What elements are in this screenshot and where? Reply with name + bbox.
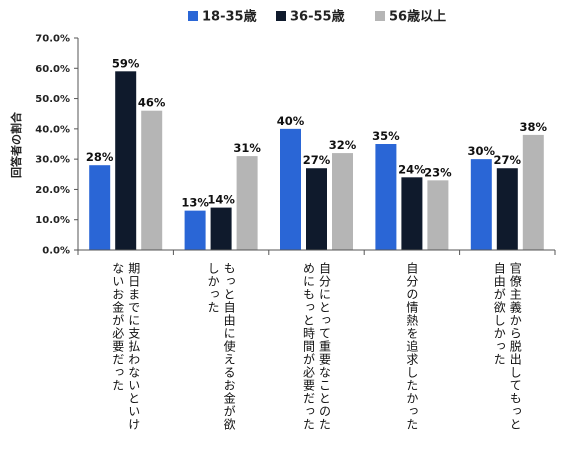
legend: 18-35歳 36-55歳 56歳以上 <box>188 9 446 25</box>
y-tick-label: 50.0% <box>35 94 70 105</box>
data-label: 46% <box>138 96 166 110</box>
bar <box>115 71 137 250</box>
bar <box>427 180 449 250</box>
bar <box>89 165 111 250</box>
data-label: 27% <box>494 153 522 167</box>
legend-swatch <box>276 11 286 21</box>
data-label: 13% <box>181 196 209 210</box>
bar <box>210 207 232 250</box>
data-label: 40% <box>277 114 305 128</box>
category-label: ないお金が必要だった <box>111 262 125 392</box>
data-labels: 28%59%46%13%14%31%40%27%32%35%24%23%30%2… <box>86 56 548 209</box>
data-label: 38% <box>520 120 548 134</box>
y-tick-label: 20.0% <box>35 185 70 196</box>
data-label: 35% <box>372 129 400 143</box>
data-label: 23% <box>424 165 452 179</box>
category-label: 自由が欲しかった <box>492 262 506 366</box>
category-label: 官僚主義から脱出してもっと <box>508 261 522 431</box>
y-tick-label: 70.0% <box>35 34 70 45</box>
category-label: めにもっと時間が必要だった <box>302 262 316 431</box>
bar <box>306 168 327 250</box>
category-label: 期日までに支払わないといけ <box>127 262 141 431</box>
category-label: しかった <box>206 262 220 314</box>
y-axis-label: 回答者の割合 <box>9 111 23 178</box>
legend-label: 36-55歳 <box>290 9 345 25</box>
data-label: 24% <box>398 162 426 176</box>
y-tick-label: 40.0% <box>35 124 70 135</box>
x-axis <box>77 249 556 255</box>
category-label: もっと自由に使えるお金が欲 <box>222 262 236 431</box>
legend-label: 56歳以上 <box>389 9 446 25</box>
legend-swatch <box>375 11 385 21</box>
data-label: 32% <box>329 138 357 152</box>
data-label: 59% <box>112 56 140 70</box>
data-label: 30% <box>468 144 496 158</box>
bar <box>401 177 423 250</box>
bar <box>184 210 206 250</box>
category-label: 自分にとって重要なことのた <box>318 262 332 431</box>
data-label: 27% <box>303 153 331 167</box>
bar <box>522 134 544 250</box>
y-tick-label: 10.0% <box>35 215 70 226</box>
bar <box>332 153 353 250</box>
bar <box>280 128 301 250</box>
bar <box>141 110 163 250</box>
y-axis: 0.0% 10.0% 20.0% 30.0% 40.0% 50.0% 60.0% 70.0% <box>35 34 79 257</box>
bar <box>375 144 397 250</box>
legend-label: 18-35歳 <box>202 9 257 25</box>
y-tick-label: 0.0% <box>42 246 70 257</box>
bar <box>236 156 258 250</box>
category-label: 自分の情熱を追求したかった <box>405 262 419 431</box>
data-label: 28% <box>86 150 114 164</box>
legend-swatch <box>188 11 198 21</box>
data-label: 14% <box>207 193 235 207</box>
data-label: 31% <box>233 141 261 155</box>
bar <box>470 159 492 250</box>
y-tick-label: 60.0% <box>35 64 70 75</box>
bars <box>89 71 544 250</box>
y-tick-label: 30.0% <box>35 155 70 166</box>
bar <box>496 168 518 250</box>
